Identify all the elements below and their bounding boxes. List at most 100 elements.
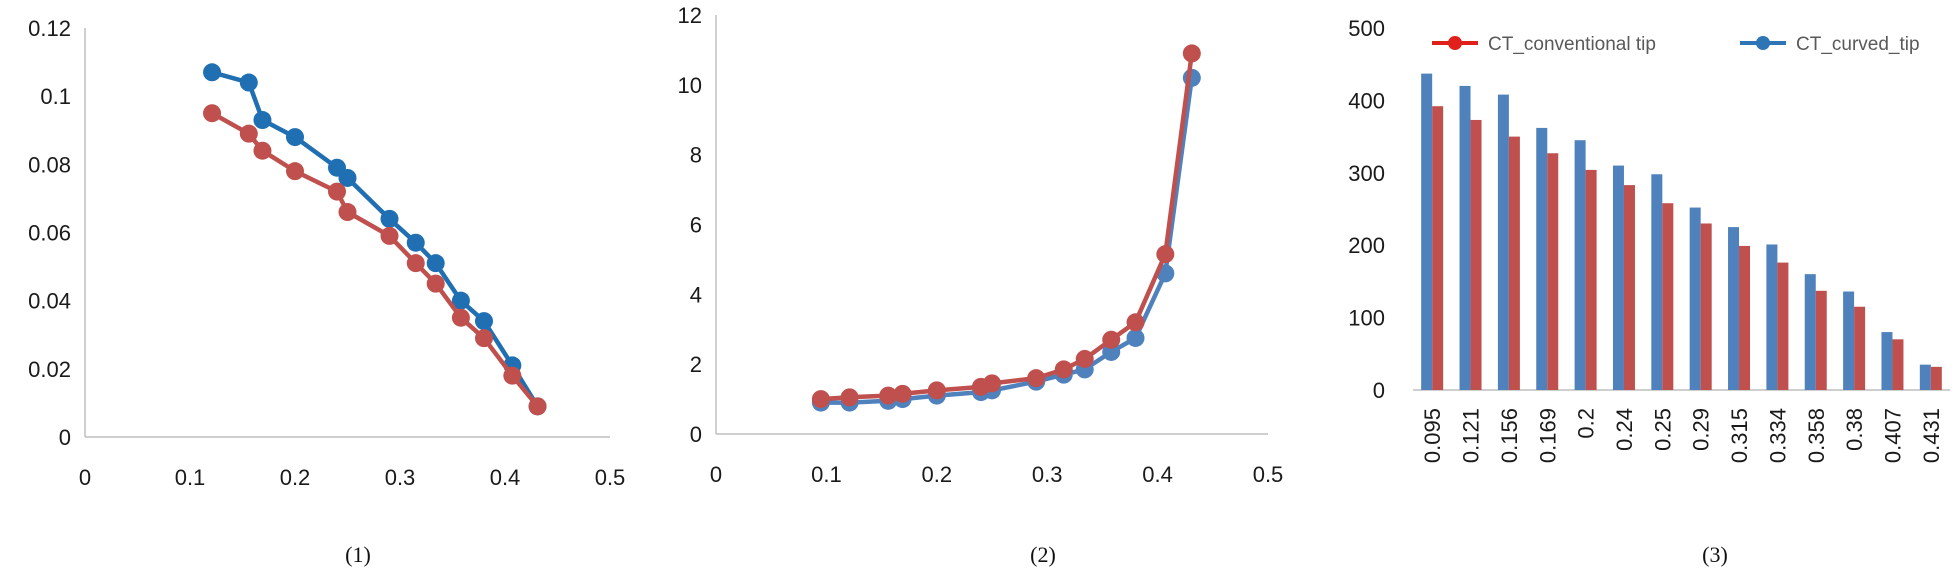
data-point bbox=[338, 168, 357, 187]
data-point bbox=[406, 233, 425, 252]
y-tick-label: 0.06 bbox=[28, 221, 71, 246]
y-tick-label: 12 bbox=[678, 3, 702, 28]
data-point bbox=[927, 381, 946, 400]
y-tick-label: 6 bbox=[690, 213, 702, 238]
bar bbox=[1739, 245, 1751, 390]
data-point bbox=[239, 73, 258, 92]
data-point bbox=[1054, 360, 1073, 379]
data-point bbox=[253, 111, 272, 130]
data-point bbox=[406, 254, 425, 273]
data-point bbox=[1027, 369, 1046, 388]
bar bbox=[1700, 223, 1712, 390]
data-point bbox=[338, 203, 357, 222]
bar bbox=[1892, 339, 1904, 390]
y-tick-label: 4 bbox=[690, 282, 702, 307]
x-tick-label: 0.407 bbox=[1880, 408, 1905, 463]
bar bbox=[1623, 185, 1635, 390]
bar bbox=[1651, 174, 1663, 390]
x-tick-label: 0.5 bbox=[595, 465, 626, 490]
data-point bbox=[1075, 349, 1094, 368]
chart-2: 0 2 4 6 8 10 12 0 0.1 0.2 0.3 0.4 0.5 bbox=[678, 3, 1284, 487]
x-tick-label: 0.431 bbox=[1919, 408, 1944, 463]
y-tick-label: 0.1 bbox=[40, 84, 71, 109]
data-point bbox=[380, 226, 399, 245]
x-tick-label: 0.1 bbox=[175, 465, 206, 490]
bar bbox=[1497, 94, 1509, 390]
x-tick-label: 0.2 bbox=[1574, 408, 1599, 439]
data-point bbox=[451, 308, 470, 327]
caption-chart-2: (2) bbox=[1030, 542, 1056, 567]
y-tick-label: 100 bbox=[1348, 306, 1385, 331]
bar bbox=[1843, 291, 1855, 390]
x-tick-label: 0.169 bbox=[1535, 408, 1560, 463]
x-tick-label: 0.4 bbox=[490, 465, 521, 490]
y-tick-label: 0 bbox=[59, 425, 71, 450]
data-point bbox=[426, 274, 445, 293]
y-tick-label: 2 bbox=[690, 352, 702, 377]
y-tick-label: 300 bbox=[1348, 161, 1385, 186]
bar bbox=[1585, 169, 1597, 390]
x-tick-label: 0.3 bbox=[1032, 462, 1063, 487]
caption-chart-3: (3) bbox=[1702, 542, 1728, 567]
bar bbox=[1815, 290, 1827, 390]
data-point bbox=[203, 63, 222, 82]
data-point bbox=[328, 182, 346, 201]
y-tick-label: 10 bbox=[678, 73, 702, 98]
bar bbox=[1547, 153, 1559, 390]
x-tick-label: 0.334 bbox=[1765, 408, 1790, 463]
x-tick-label: 0.25 bbox=[1650, 408, 1675, 451]
series-line bbox=[820, 53, 1195, 402]
bar bbox=[1766, 244, 1778, 390]
y-tick-label: 400 bbox=[1348, 88, 1385, 113]
bar bbox=[1508, 136, 1520, 390]
bar bbox=[1536, 127, 1548, 391]
bar bbox=[1881, 332, 1893, 390]
data-point bbox=[840, 388, 859, 407]
series-line bbox=[820, 77, 1195, 405]
data-point bbox=[893, 384, 912, 403]
data-point bbox=[1182, 44, 1201, 63]
x-tick-label: 0.2 bbox=[922, 462, 953, 487]
legend-marker-curved bbox=[1756, 36, 1770, 50]
data-point bbox=[426, 254, 445, 273]
data-point bbox=[1126, 328, 1145, 347]
y-tick-label: 8 bbox=[690, 143, 702, 168]
data-point bbox=[239, 124, 258, 143]
x-tick-label: 0.358 bbox=[1804, 408, 1829, 463]
y-tick-label: 0.04 bbox=[28, 289, 71, 314]
x-tick-label: 0.4 bbox=[1142, 462, 1173, 487]
x-tick-label: 0.156 bbox=[1497, 408, 1522, 463]
bar bbox=[1432, 106, 1444, 390]
chart-3-legend: CT_conventional tip CT_curved_tip bbox=[1432, 34, 1920, 55]
bar bbox=[1689, 207, 1701, 390]
y-tick-label: 0 bbox=[1373, 378, 1385, 403]
x-tick-label: 0.095 bbox=[1420, 408, 1445, 463]
bar bbox=[1459, 85, 1471, 391]
data-point bbox=[983, 374, 1001, 393]
x-tick-label: 0 bbox=[710, 462, 722, 487]
legend-label-curved: CT_curved_tip bbox=[1796, 34, 1920, 55]
caption-chart-1: (1) bbox=[345, 542, 371, 567]
data-point bbox=[203, 104, 222, 123]
bar bbox=[1574, 140, 1586, 390]
y-tick-label: 0.02 bbox=[28, 357, 71, 382]
data-point bbox=[879, 386, 898, 405]
bar bbox=[1421, 73, 1433, 390]
y-tick-label: 0.12 bbox=[28, 16, 71, 41]
data-point bbox=[503, 366, 522, 385]
y-tick-label: 0.08 bbox=[28, 152, 71, 177]
data-point bbox=[451, 291, 470, 310]
data-point bbox=[475, 329, 493, 348]
data-point bbox=[286, 128, 304, 147]
bar bbox=[1728, 227, 1740, 390]
x-tick-label: 0.1 bbox=[811, 462, 842, 487]
y-tick-label: 0 bbox=[690, 422, 702, 447]
x-tick-label: 0.5 bbox=[1253, 462, 1284, 487]
data-point bbox=[1102, 330, 1121, 349]
bar bbox=[1662, 203, 1674, 390]
data-point bbox=[253, 141, 272, 160]
bar bbox=[1612, 165, 1624, 390]
data-point bbox=[475, 312, 493, 331]
x-tick-label: 0 bbox=[79, 465, 91, 490]
